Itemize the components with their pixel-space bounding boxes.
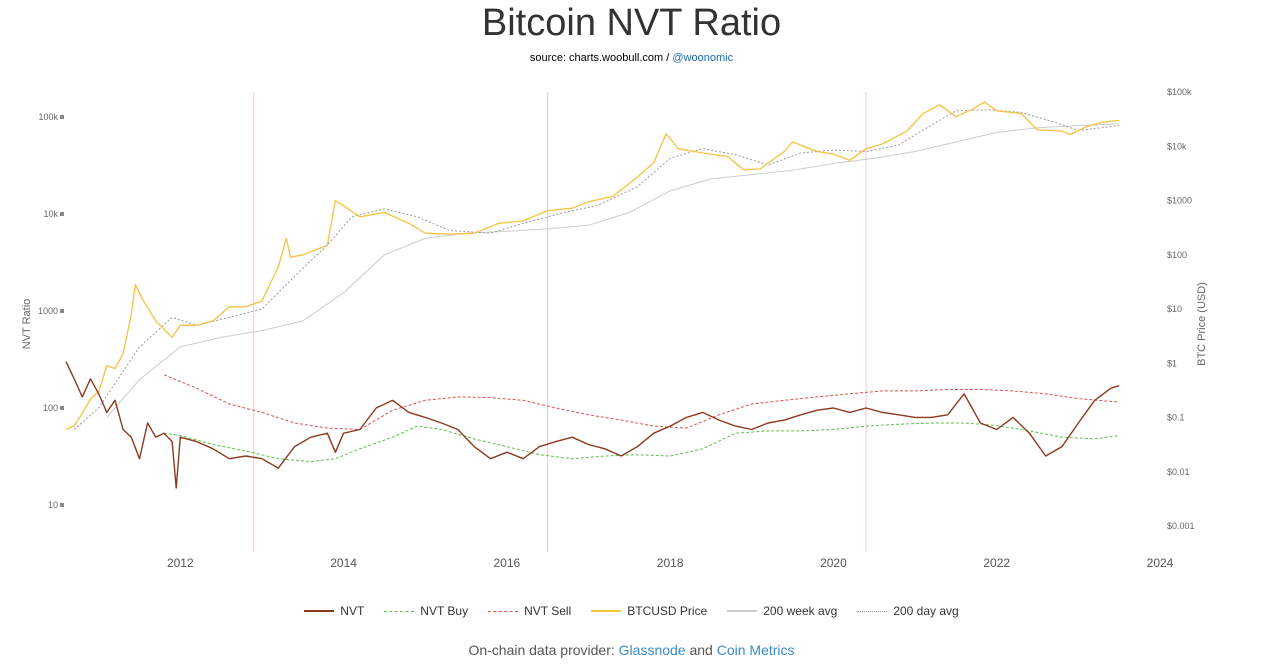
left-tick-mark <box>60 212 64 216</box>
legend-swatch <box>727 610 758 612</box>
series-line-nvt-buy <box>163 422 1120 463</box>
chart-title: Bitcoin NVT Ratio <box>481 2 782 44</box>
right-tick-label: $10k <box>1167 141 1187 151</box>
footer-and: and <box>685 642 717 658</box>
legend-label: 200 day avg <box>893 604 959 618</box>
legend-label: 200 week avg <box>763 604 838 618</box>
nvt-chart-svg: 10 100 1000 10k 100k NVT Ratio $0.001 $0.01 $0.1… <box>21 87 1208 570</box>
x-tick-label: 2024 <box>1147 556 1174 570</box>
left-tick-label: 10k <box>43 209 58 219</box>
right-tick-label: $1000 <box>1167 196 1192 206</box>
legend-item[interactable]: NVT <box>304 604 364 618</box>
legend-label: BTCUSD Price <box>627 604 708 618</box>
right-axis-title: BTC Price (USD) <box>1196 282 1208 366</box>
legend-swatch <box>384 610 415 612</box>
legend-swatch <box>857 610 888 612</box>
chart-legend: NVT NVT Buy NVT Sell BTCUSD Price 200 week a… <box>0 604 1263 618</box>
legend-swatch <box>488 610 519 612</box>
x-tick-label: 2016 <box>494 556 521 570</box>
left-tick-mark <box>60 115 64 119</box>
right-tick-label: $100k <box>1167 87 1192 97</box>
right-tick-label: $1 <box>1167 358 1177 368</box>
right-tick-label: $0.01 <box>1167 467 1190 477</box>
legend-item[interactable]: NVT Buy <box>384 604 468 618</box>
legend-item[interactable]: 200 week avg <box>727 604 837 618</box>
x-tick-label: 2012 <box>167 556 194 570</box>
twitter-handle-link[interactable]: @woonomic <box>672 52 734 64</box>
left-tick-label: 100k <box>38 112 58 122</box>
legend-item[interactable]: NVT Sell <box>488 604 571 618</box>
legend-swatch <box>591 610 622 612</box>
series-line-day-200-avg <box>73 109 1120 430</box>
coinmetrics-link[interactable]: Coin Metrics <box>716 642 795 658</box>
right-tick-label: $0.001 <box>1167 521 1195 531</box>
chart-subtitle: source: charts.woobull.com / @woonomic <box>0 52 1263 64</box>
series-line-nvt-sell <box>163 374 1120 430</box>
right-tick-label: $0.1 <box>1167 413 1185 423</box>
series-line-week-200-avg <box>106 123 1120 418</box>
legend-swatch <box>304 610 335 612</box>
legend-label: NVT Buy <box>420 604 469 618</box>
right-tick-label: $100 <box>1167 250 1187 260</box>
left-tick-mark <box>60 309 64 313</box>
left-tick-mark <box>60 503 64 507</box>
left-axis-title: NVT Ratio <box>21 299 33 350</box>
series-line-btcusd-price <box>65 101 1120 431</box>
left-tick-mark <box>60 406 64 410</box>
left-tick-label: 10 <box>48 500 58 510</box>
legend-item[interactable]: BTCUSD Price <box>591 604 707 618</box>
x-tick-label: 2020 <box>820 556 847 570</box>
footer-credit: On-chain data provider: Glassnode and Co… <box>0 642 1263 658</box>
footer-prefix: On-chain data provider: <box>468 642 619 658</box>
source-text: source: charts.woobull.com / <box>529 52 673 64</box>
series-line-nvt <box>65 361 1120 489</box>
legend-item[interactable]: 200 day avg <box>857 604 959 618</box>
x-tick-label: 2022 <box>983 556 1010 570</box>
legend-label: NVT Sell <box>524 604 572 618</box>
glassnode-link[interactable]: Glassnode <box>618 642 686 658</box>
left-tick-label: 1000 <box>38 306 58 316</box>
right-tick-label: $10 <box>1167 304 1182 314</box>
x-tick-label: 2014 <box>330 556 357 570</box>
x-tick-label: 2018 <box>657 556 684 570</box>
left-tick-label: 100 <box>43 403 58 413</box>
legend-label: NVT <box>340 604 365 618</box>
